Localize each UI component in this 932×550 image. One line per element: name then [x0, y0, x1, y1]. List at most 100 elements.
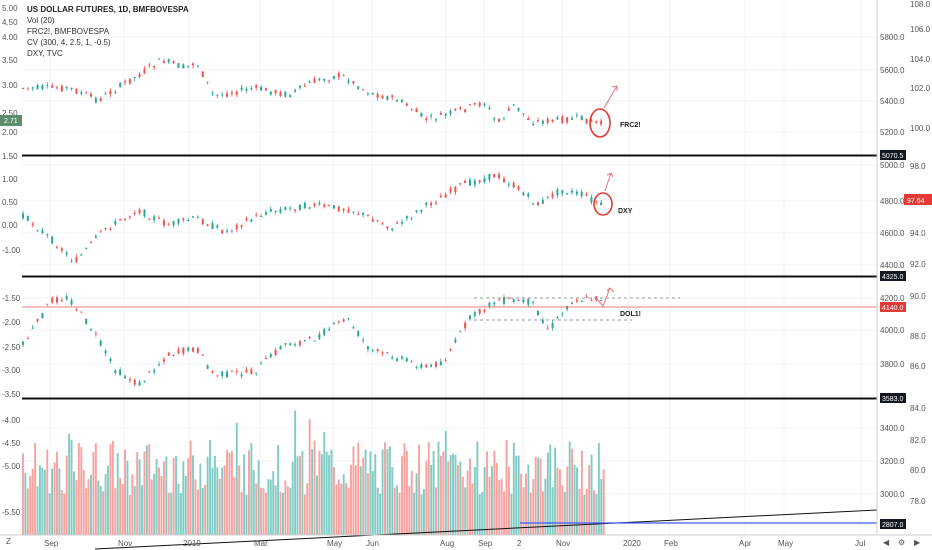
candle-body	[318, 202, 321, 205]
volume-bar	[551, 487, 554, 535]
candle-body	[541, 319, 544, 324]
trend-lines[interactable]	[94, 509, 878, 550]
volume-bar	[393, 487, 396, 535]
right-price-axis[interactable]: 5800.0 5600.0 5400.0 5200.0 5000.0 4800.0 4600…	[876, 0, 931, 535]
volume-bar	[65, 455, 68, 535]
left-price-axis[interactable]: 5.00 4.50 4.00 3.50 3.00 2.50 2.00 1.50 1.00 0.50…	[0, 0, 22, 535]
time-axis-label: Mar	[254, 539, 268, 548]
volume-bar	[196, 489, 199, 535]
candle-body	[56, 297, 59, 303]
time-axis[interactable]: Sep Nov 2019 Mar May Jun Aug Sep 2 Nov 2020 Feb Apr M…	[0, 534, 932, 548]
candle-body	[386, 352, 389, 354]
volume-bar	[405, 450, 408, 535]
volume-bar	[576, 467, 578, 535]
candle-body	[99, 230, 102, 232]
right-axis-tick: 4600.0	[880, 229, 905, 238]
pane-separators[interactable]	[0, 154, 877, 400]
volume-bar	[354, 465, 357, 535]
candle-body	[532, 203, 535, 205]
volume-bar	[374, 454, 377, 535]
candle-body	[454, 339, 457, 343]
candle-body	[381, 352, 384, 354]
candle-body	[250, 369, 253, 375]
candle-body	[138, 209, 141, 214]
volume-bar	[444, 430, 447, 535]
scroll-arrows[interactable]: ◀ ⚙ ▶	[883, 538, 921, 547]
volume-bar	[238, 465, 241, 535]
candle-body	[517, 186, 520, 190]
candle-body	[65, 252, 68, 255]
candle-body	[595, 201, 598, 203]
volume-bar	[544, 478, 547, 535]
volume-bar	[323, 431, 326, 535]
dol1-annotation[interactable]: DOL1!	[595, 287, 641, 318]
volume-bar	[461, 476, 464, 535]
volume-bar	[549, 444, 552, 535]
candle-body	[294, 344, 297, 346]
volume-bar	[150, 479, 153, 535]
candle-body	[143, 209, 146, 217]
volume-bar	[58, 468, 61, 535]
candle-body	[138, 381, 141, 386]
candle-body	[104, 93, 107, 95]
candle-body	[56, 247, 59, 249]
volume-bar	[111, 440, 114, 535]
frc2-annotation[interactable]: FRC2!	[589, 85, 641, 138]
volume-bar	[432, 450, 435, 535]
volume-bar	[408, 486, 411, 535]
volume-bar	[252, 470, 255, 535]
left-axis-tick: -5.50	[2, 508, 21, 517]
volume-bar	[371, 471, 374, 535]
candle-body	[400, 99, 403, 102]
candle-body	[483, 103, 486, 106]
candle-body	[70, 87, 73, 89]
candle-body	[566, 117, 569, 123]
candle-body	[201, 354, 204, 356]
candle-body	[264, 212, 267, 215]
candle-body	[230, 230, 233, 232]
left-axis-tick: -1.50	[2, 294, 21, 303]
volume-bar	[299, 455, 301, 535]
volume-bar	[34, 443, 37, 535]
volume-bar	[165, 456, 168, 535]
volume-bar	[563, 491, 566, 535]
candle-body	[255, 214, 258, 216]
volume-bar	[364, 449, 367, 535]
candle-body	[162, 220, 165, 226]
candle-body	[298, 204, 301, 211]
volume-bar	[503, 491, 506, 535]
candle-body	[274, 210, 277, 212]
candle-body	[284, 207, 287, 210]
candle-body	[532, 301, 535, 303]
volume-bar	[226, 449, 229, 535]
candle-body	[313, 203, 316, 207]
candle-body	[22, 213, 24, 219]
candle-body	[31, 327, 34, 329]
candle-body	[240, 87, 243, 91]
sep-price-text: 4325.0	[882, 274, 904, 281]
dxy-annotation[interactable]: DXY	[593, 172, 633, 216]
candle-body	[153, 216, 156, 221]
right-axis-tick: 4200.0	[880, 294, 905, 303]
candle-body	[128, 379, 131, 381]
candle-body	[352, 327, 355, 329]
dol1-hlevels[interactable]	[0, 297, 877, 321]
dxy-label: DXY	[618, 208, 633, 215]
volume-bar	[529, 492, 532, 535]
candle-body	[410, 109, 413, 111]
candle-body	[512, 299, 515, 302]
left-axis-tick: 1.50	[2, 152, 18, 161]
candle-body	[75, 89, 78, 94]
candle-body	[226, 230, 229, 232]
volume-bar	[340, 483, 343, 535]
candle-body	[46, 84, 49, 86]
volume-bar	[522, 487, 525, 535]
volume-bar	[136, 451, 139, 535]
candle-body	[507, 108, 510, 111]
candle-body	[522, 192, 525, 196]
volume-bar	[121, 484, 124, 535]
volume-bar	[272, 471, 275, 535]
time-axis-label: Feb	[664, 539, 678, 548]
candle-body	[167, 224, 170, 226]
